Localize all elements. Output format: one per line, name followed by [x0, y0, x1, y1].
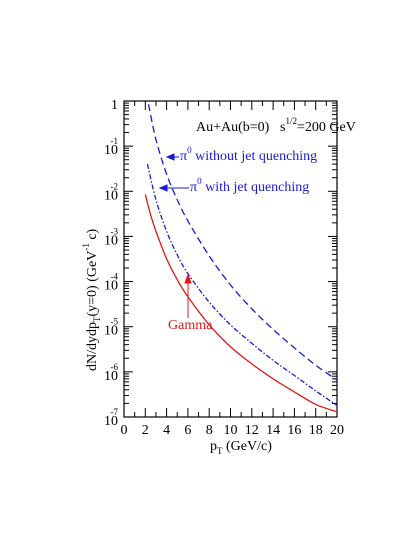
collision-system-label: Au+Au(b=0) [196, 120, 270, 135]
x-axis: 0 2 4 6 8 10 12 14 16 18 20 [121, 101, 344, 438]
y-tick-exponent: -6 [111, 362, 119, 372]
y-tick-label: 10 [104, 188, 118, 203]
y-tick-exponent: -5 [111, 317, 119, 327]
collision-energy-label: s1/2=200 GeV [280, 116, 356, 135]
x-tick-label: 8 [206, 423, 213, 438]
x-tick-label: 16 [287, 423, 301, 438]
x-tick-label: 4 [163, 423, 170, 438]
y-axis-title: dN/dydpT(y=0) (GeV-1 c) [81, 228, 102, 371]
series-line-curve-1 [147, 104, 338, 381]
arrow-pi0-without [165, 153, 179, 161]
y-tick-label: 10 [104, 324, 118, 339]
x-tick-label: 0 [121, 423, 128, 438]
annotation-gamma: Gamma [168, 318, 213, 333]
x-tick-label: 6 [184, 423, 191, 438]
y-tick-exponent: -4 [111, 272, 119, 282]
x-tick-label: 12 [245, 423, 259, 438]
arrow-gamma [184, 273, 192, 318]
x-tick-label: 10 [224, 423, 238, 438]
x-tick-label: 20 [330, 423, 344, 438]
x-tick-label: 14 [266, 423, 280, 438]
annotation-pi0-without-quenching: π0 without jet quenching [180, 145, 317, 164]
arrow-pi0-with [158, 184, 189, 192]
x-axis-title: pT (GeV/c) [210, 439, 272, 456]
x-tick-label: 2 [142, 423, 149, 438]
y-tick-label: 10 [104, 414, 118, 429]
x-tick-label: 18 [309, 423, 323, 438]
y-tick-label: 10 [104, 279, 118, 294]
y-tick-exponent: -7 [111, 407, 119, 417]
series-line-curve-2 [146, 163, 338, 407]
y-axis: 110-110-210-310-410-510-610-7 [104, 98, 337, 429]
annotation-pi0-with-quenching: π0 with jet quenching [190, 176, 309, 195]
y-tick-exponent: -1 [111, 136, 119, 146]
y-tick-exponent: -2 [111, 181, 119, 191]
y-tick-label: 10 [104, 143, 118, 158]
y-tick-label: 10 [104, 233, 118, 248]
y-tick-label: 1 [111, 98, 118, 113]
series-curves [144, 104, 338, 413]
series-line-gamma [144, 194, 338, 413]
y-tick-exponent: -3 [111, 226, 119, 236]
y-tick-label: 10 [104, 369, 118, 384]
